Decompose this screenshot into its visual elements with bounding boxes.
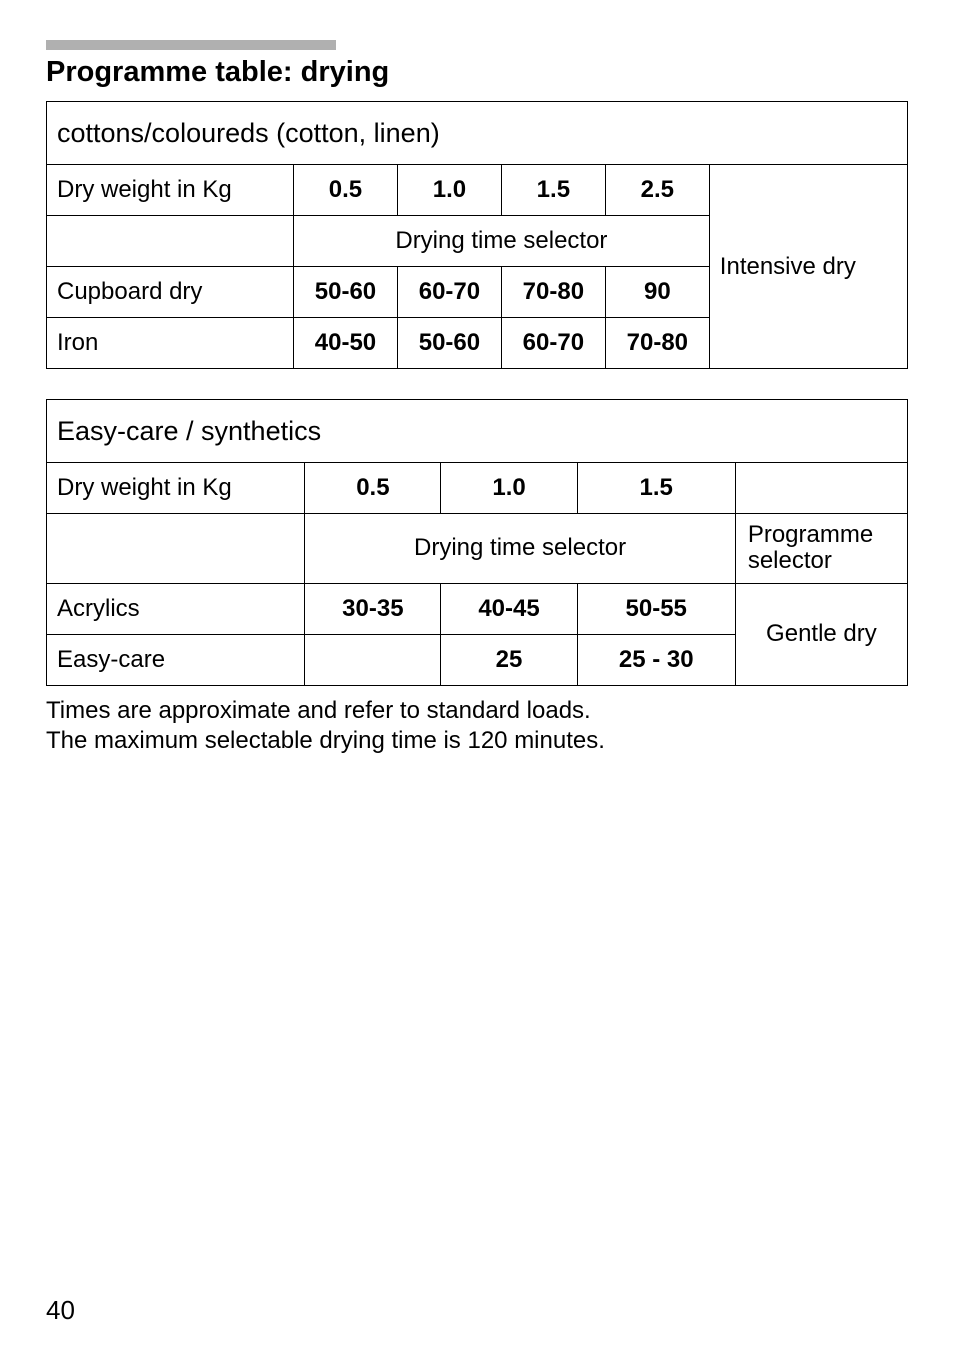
time-value: 40-45 bbox=[441, 583, 577, 634]
blank-cell bbox=[735, 463, 907, 514]
note-line: Times are approximate and refer to stand… bbox=[46, 697, 591, 724]
time-value: 60-70 bbox=[397, 267, 501, 318]
top-rule bbox=[46, 40, 336, 50]
section-title: Programme table: drying bbox=[46, 56, 908, 89]
time-value: 25 - 30 bbox=[577, 634, 735, 685]
weight-label: Dry weight in Kg bbox=[47, 463, 305, 514]
table-row: cottons/coloureds (cotton, linen) bbox=[47, 102, 908, 165]
time-value: 40-50 bbox=[293, 318, 397, 369]
time-value: 70-80 bbox=[605, 318, 709, 369]
table-row: Acrylics 30-35 40-45 50-55 Gentle dry bbox=[47, 583, 908, 634]
time-value: 50-60 bbox=[293, 267, 397, 318]
table-row: Dry weight in Kg 0.5 1.0 1.5 2.5 Intensi… bbox=[47, 165, 908, 216]
weight-value: 1.0 bbox=[441, 463, 577, 514]
category-title: Easy-care / synthetics bbox=[47, 400, 908, 463]
page: Programme table: drying cottons/coloured… bbox=[0, 0, 954, 1354]
side-label: Gentle dry bbox=[735, 583, 907, 685]
time-selector-header: Drying time selector bbox=[293, 216, 709, 267]
side-label: Intensive dry bbox=[709, 165, 907, 369]
time-value: 60-70 bbox=[501, 318, 605, 369]
table-row: Drying time selector Programme selector bbox=[47, 514, 908, 584]
time-value: 50-60 bbox=[397, 318, 501, 369]
page-number: 40 bbox=[46, 1295, 75, 1326]
table-cottons: cottons/coloureds (cotton, linen) Dry we… bbox=[46, 101, 908, 369]
time-value bbox=[305, 634, 441, 685]
time-value: 50-55 bbox=[577, 583, 735, 634]
weight-value: 1.5 bbox=[577, 463, 735, 514]
time-value: 70-80 bbox=[501, 267, 605, 318]
weight-value: 0.5 bbox=[293, 165, 397, 216]
side-text: Intensive dry bbox=[720, 253, 856, 280]
time-value: 30-35 bbox=[305, 583, 441, 634]
weight-value: 2.5 bbox=[605, 165, 709, 216]
blank-cell bbox=[47, 514, 305, 584]
weight-value: 1.5 bbox=[501, 165, 605, 216]
row-label: Iron bbox=[47, 318, 294, 369]
row-label: Acrylics bbox=[47, 583, 305, 634]
table-row: Easy-care / synthetics bbox=[47, 400, 908, 463]
weight-value: 1.0 bbox=[397, 165, 501, 216]
blank-cell bbox=[47, 216, 294, 267]
table-synthetics: Easy-care / synthetics Dry weight in Kg … bbox=[46, 399, 908, 686]
time-value: 90 bbox=[605, 267, 709, 318]
time-selector-header: Drying time selector bbox=[305, 514, 736, 584]
note-line: The maximum selectable drying time is 12… bbox=[46, 727, 605, 754]
table-row: Dry weight in Kg 0.5 1.0 1.5 bbox=[47, 463, 908, 514]
time-value: 25 bbox=[441, 634, 577, 685]
weight-value: 0.5 bbox=[305, 463, 441, 514]
category-title: cottons/coloureds (cotton, linen) bbox=[47, 102, 908, 165]
row-label: Easy-care bbox=[47, 634, 305, 685]
weight-label: Dry weight in Kg bbox=[47, 165, 294, 216]
notes: Times are approximate and refer to stand… bbox=[46, 696, 908, 756]
row-label: Cupboard dry bbox=[47, 267, 294, 318]
programme-selector-header: Programme selector bbox=[735, 514, 907, 584]
